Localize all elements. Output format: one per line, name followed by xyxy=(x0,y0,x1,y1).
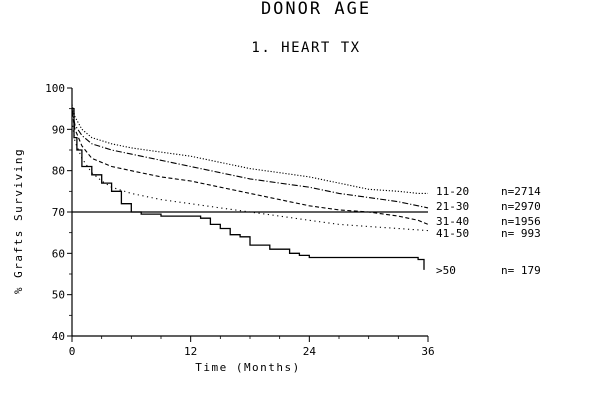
x-axis-label: Time (Months) xyxy=(195,361,301,374)
chart-subtitle: 1. HEART TX xyxy=(251,40,360,56)
y-tick-label: 50 xyxy=(52,289,65,302)
axes: 40 50 60 70 80 90 100 0 12 24 36 xyxy=(45,82,435,358)
series-layer xyxy=(71,104,429,270)
x-tick-label: 36 xyxy=(421,345,434,358)
legend-count: n= 993 xyxy=(501,227,541,240)
series-line-1 xyxy=(71,104,428,194)
series-line-2 xyxy=(71,108,429,209)
y-tick-label: 70 xyxy=(52,206,65,219)
y-tick-label: 90 xyxy=(52,123,65,136)
legend-label: >50 xyxy=(436,264,456,277)
series-line-4 xyxy=(71,121,429,232)
x-tick-label: 12 xyxy=(184,345,197,358)
x-tick-label: 24 xyxy=(303,345,317,358)
y-axis-label: % Grafts Surviving xyxy=(12,148,25,294)
legend-count: n= 179 xyxy=(501,264,541,277)
y-tick-label: 40 xyxy=(52,330,65,343)
legend-label: 11-20 xyxy=(436,185,469,198)
legend-label: 21-30 xyxy=(436,200,469,213)
y-tick-label: 100 xyxy=(45,82,65,95)
chart-title: DONOR AGE xyxy=(261,0,371,19)
legend-count: n=2714 xyxy=(501,185,541,198)
y-tick-label: 60 xyxy=(52,247,65,260)
series-line-5 xyxy=(72,108,425,270)
legend-label: 41-50 xyxy=(436,227,469,240)
legend-count: n=1956 xyxy=(501,215,541,228)
legend: 11-20 n=2714 21-30 n=2970 31-40 n=1956 41-50 n=… xyxy=(436,185,541,277)
legend-label: 31-40 xyxy=(436,215,469,228)
series-line-3 xyxy=(71,112,429,225)
legend-count: n=2970 xyxy=(501,200,541,213)
x-tick-label: 0 xyxy=(69,345,76,358)
y-tick-label: 80 xyxy=(52,165,65,178)
